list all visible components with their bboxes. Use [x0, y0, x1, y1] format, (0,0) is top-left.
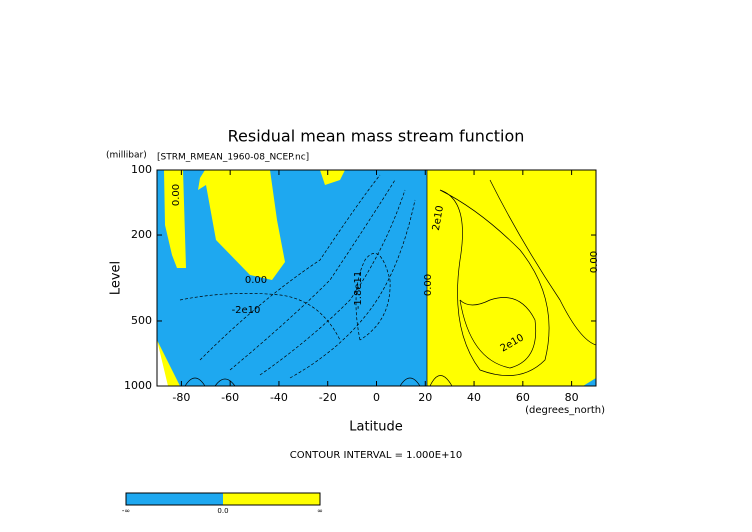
x-tick-label: 40 [467, 391, 481, 404]
footer: CONTOUR INTERVAL = 1.000E+10 [290, 450, 462, 461]
y-tick-label: 1000 [124, 379, 152, 392]
y-tick-label: 100 [131, 163, 152, 176]
blank-region [157, 340, 168, 386]
contour-line [489, 179, 597, 346]
colorbar: -∞ 0.0 ∞ [122, 492, 323, 515]
contour-line [179, 292, 341, 341]
contour-label: 0.00 [589, 251, 600, 273]
contour-label: 0.00 [171, 184, 182, 206]
contour-line [199, 174, 381, 361]
x-tick-label: -60 [221, 391, 239, 404]
x-tick-label: 60 [516, 391, 530, 404]
x-unit: (degrees_north) [525, 405, 605, 416]
x-tick-label: -80 [172, 391, 190, 404]
x-tick-label: -40 [270, 391, 288, 404]
contour-line [355, 253, 391, 341]
colorbar-label: -∞ [122, 507, 130, 515]
x-tick-label: 20 [418, 391, 432, 404]
x-axis-label: Latitude [349, 420, 403, 435]
contour-label: 0.00 [245, 275, 267, 286]
positive-region [198, 170, 345, 280]
y-axis-label: Level [109, 261, 124, 295]
colorbar-label: 0.0 [217, 507, 228, 515]
negative-region [583, 378, 596, 386]
x-tick-label: 80 [565, 391, 579, 404]
y-tick-label: 500 [131, 314, 152, 327]
contour-line [184, 375, 453, 387]
positive-region [164, 170, 186, 268]
contour-field [157, 170, 597, 387]
contour-line [229, 179, 396, 371]
chart-title: Residual mean mass stream function [228, 127, 525, 146]
colorbar-label: ∞ [317, 507, 323, 515]
contour-line [289, 199, 416, 379]
y-tick-label: 200 [131, 228, 152, 241]
contour-label: 2e10 [431, 205, 446, 232]
colorbar-frame [125, 492, 321, 506]
negative-region [157, 170, 427, 386]
contour-line [259, 189, 406, 376]
contour-line [459, 297, 537, 369]
x-tick-label: -20 [319, 391, 337, 404]
colorbar-swatch [126, 493, 223, 505]
subtitle: [STRM_RMEAN_1960-08_NCEP.nc] [157, 153, 309, 163]
x-tick-label: 0 [373, 391, 380, 404]
contour-label: 0.00 [423, 274, 434, 296]
colorbar-swatch [223, 493, 320, 505]
y-unit: (millibar) [106, 151, 147, 161]
contour-label: -1.8e11 [353, 271, 364, 309]
contour-label: -2e10 [232, 305, 261, 316]
contour-line [439, 189, 550, 376]
